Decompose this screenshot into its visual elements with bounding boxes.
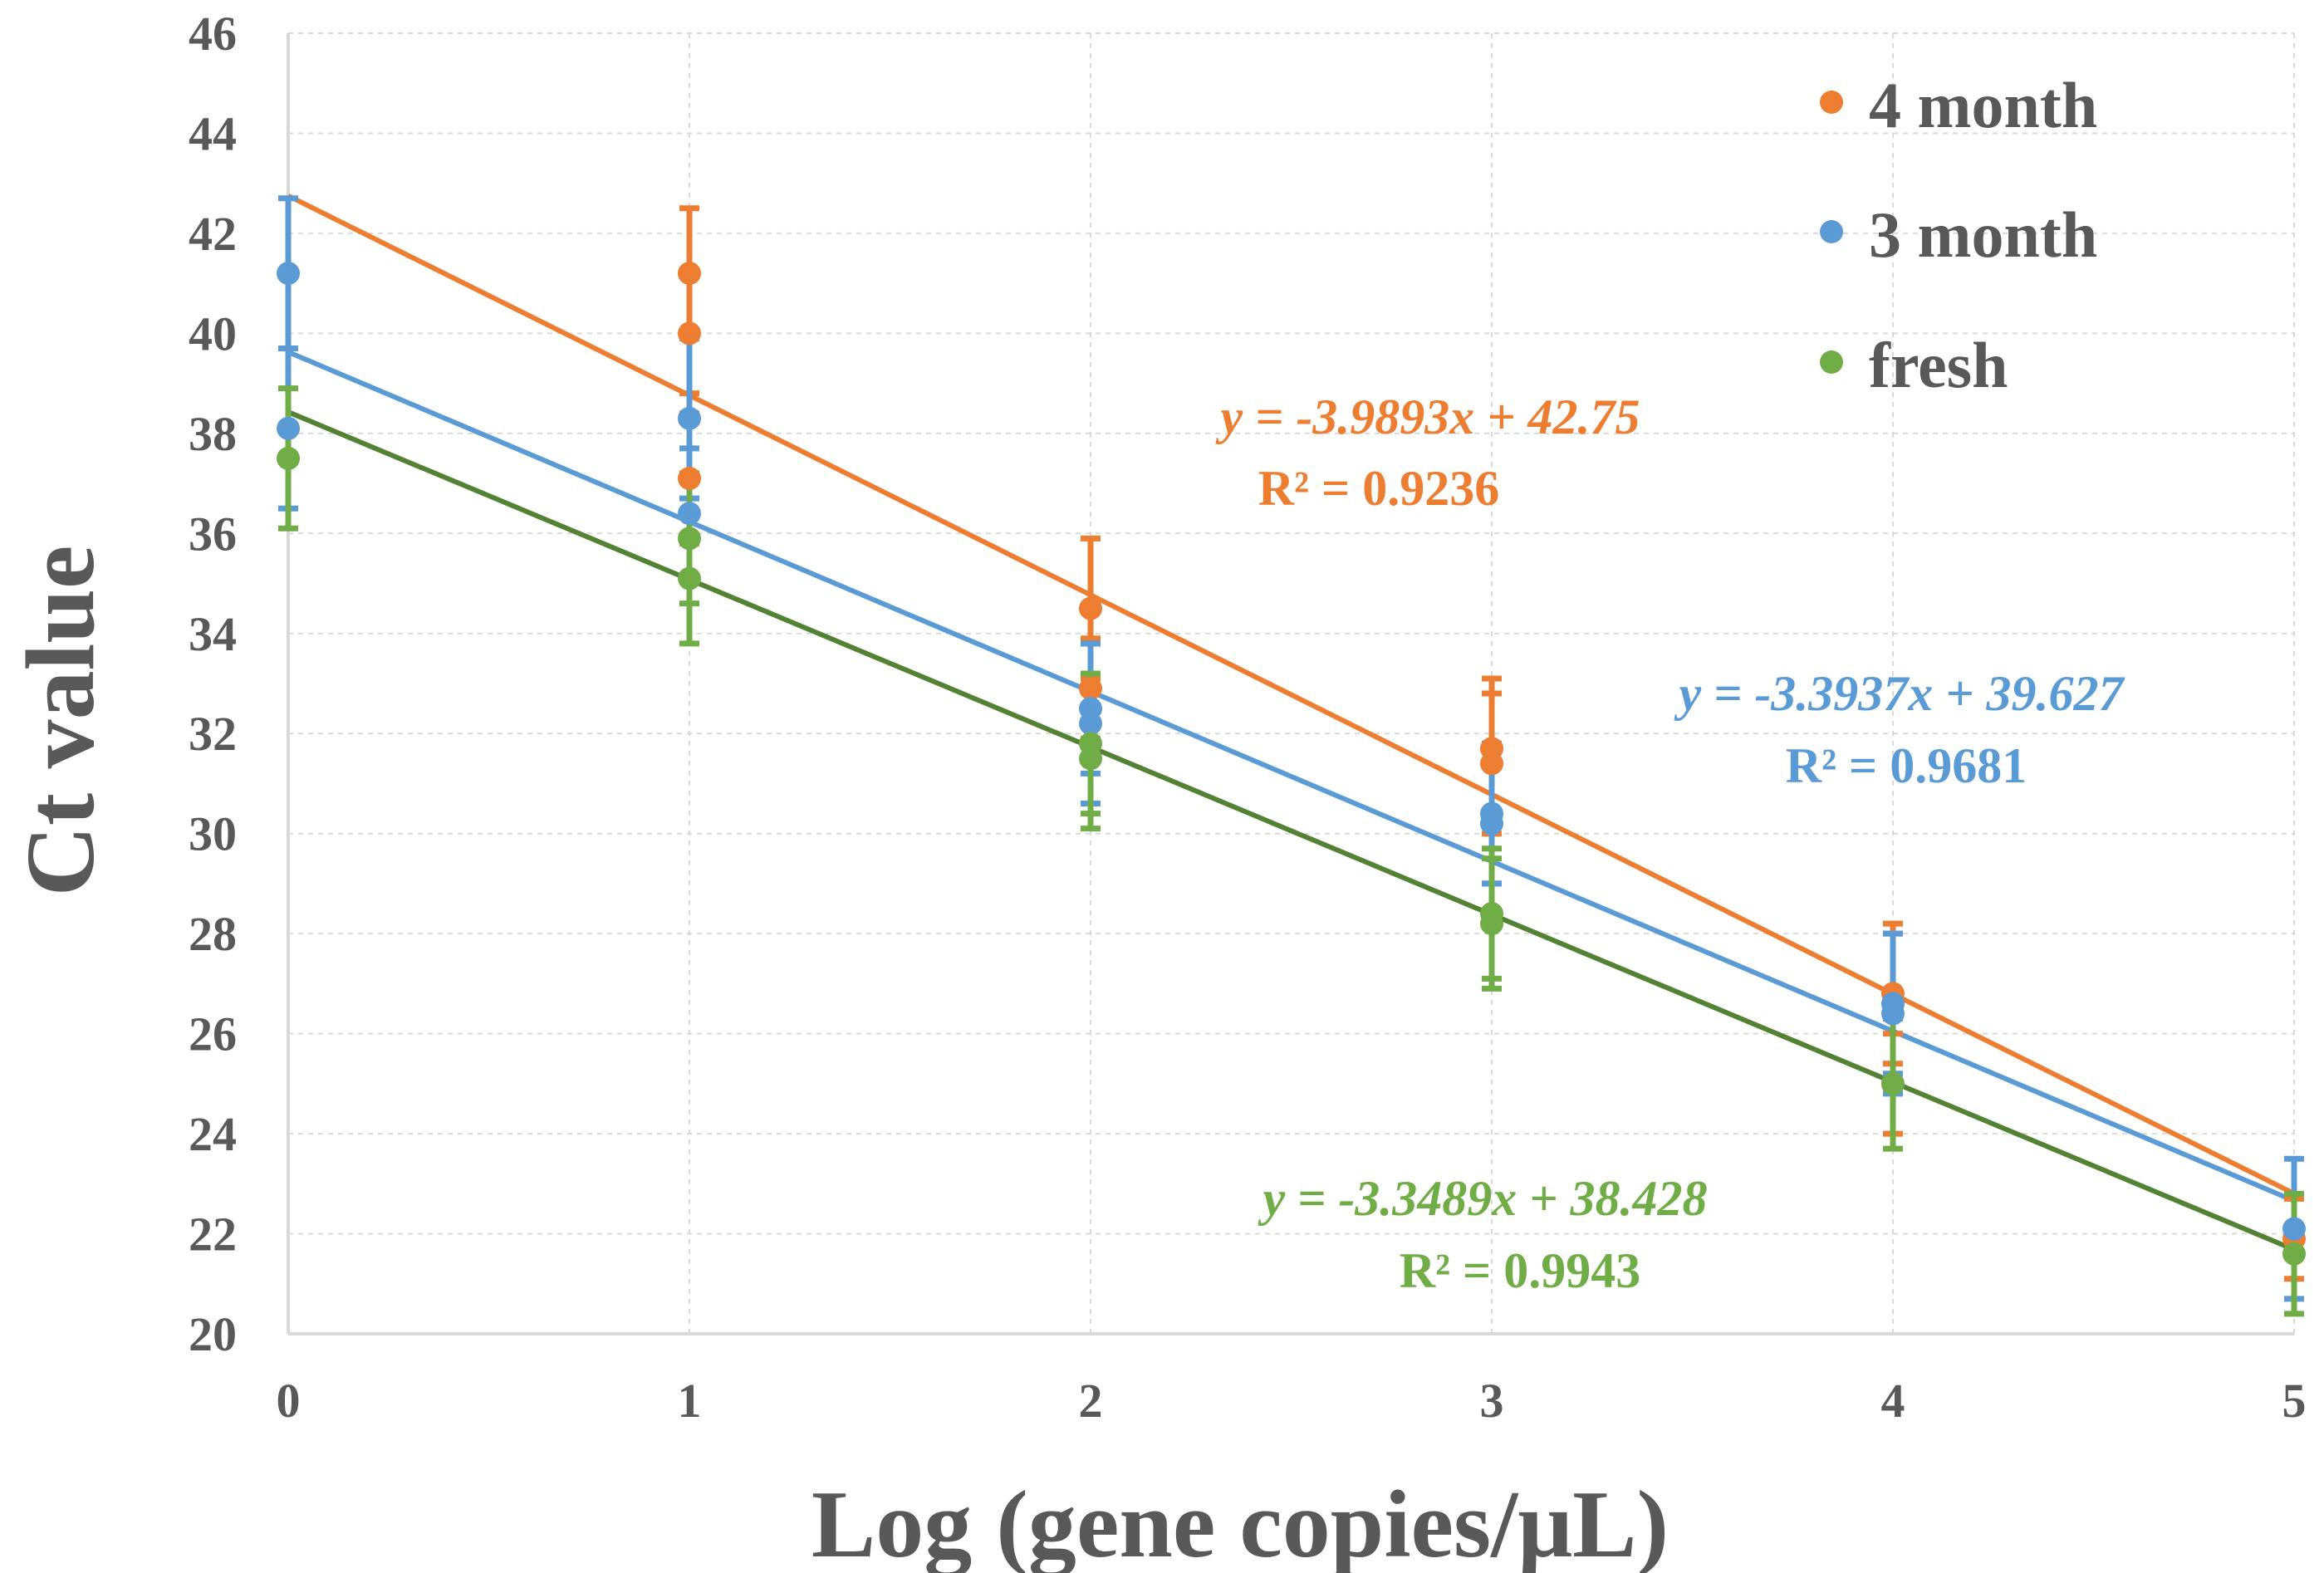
legend-label-3-month: 3 month	[1869, 198, 2097, 271]
data-point-3-month	[1079, 712, 1102, 736]
y-tick-label: 30	[189, 807, 237, 861]
data-point-4-month	[678, 262, 701, 286]
legend-marker-fresh	[1820, 350, 1843, 374]
y-tick-label: 42	[189, 207, 237, 261]
y-tick-label: 24	[189, 1107, 237, 1161]
y-tick-label: 46	[189, 7, 237, 61]
data-point-fresh	[277, 446, 300, 470]
x-tick-label: 0	[277, 1374, 301, 1428]
data-point-3-month	[1881, 1002, 1905, 1026]
legend-marker-4-month	[1820, 91, 1843, 114]
y-tick-label: 36	[189, 507, 237, 561]
x-tick-label: 2	[1079, 1374, 1103, 1428]
legend-label-fresh: fresh	[1869, 329, 2008, 401]
data-point-3-month	[2282, 1217, 2306, 1241]
legend-label-4-month: 4 month	[1869, 69, 2097, 141]
y-tick-label: 38	[189, 407, 237, 461]
data-point-3-month	[678, 406, 701, 430]
label-layer: 4 month 3 month fresh y = -3.9893x + 42.75 R…	[1216, 69, 2125, 1298]
data-point-4-month	[1079, 596, 1102, 620]
x-tick-label: 1	[678, 1374, 702, 1428]
data-point-fresh	[678, 527, 701, 551]
trendline-equation-4-month: y = -3.9893x + 42.75	[1216, 390, 1640, 444]
y-tick-label: 28	[189, 907, 237, 961]
trendline-equation-fresh: y = -3.3489x + 38.428	[1258, 1171, 1708, 1226]
y-tick-label: 22	[189, 1208, 237, 1262]
data-point-3-month	[678, 502, 701, 526]
data-point-3-month	[277, 416, 300, 440]
data-point-4-month	[1079, 677, 1102, 701]
data-point-fresh	[2282, 1242, 2306, 1266]
y-tick-label: 20	[189, 1307, 237, 1361]
data-point-4-month	[678, 321, 701, 345]
y-tick-label: 40	[189, 306, 237, 360]
data-point-fresh	[1079, 747, 1102, 771]
legend-marker-3-month	[1820, 220, 1843, 243]
y-tick-label: 34	[189, 607, 237, 661]
trendline-r2-4-month: R² = 0.9236	[1258, 461, 1500, 516]
data-point-fresh	[1480, 912, 1503, 936]
x-tick-label: 3	[1480, 1374, 1504, 1428]
y-tick-label: 26	[189, 1007, 237, 1061]
data-point-fresh	[1881, 1071, 1905, 1095]
x-tick-label: 5	[2282, 1374, 2307, 1428]
trendline-r2-3-month: R² = 0.9681	[1786, 738, 2027, 793]
data-point-3-month	[1480, 811, 1503, 836]
data-point-layer	[277, 262, 2306, 1266]
trendline-equation-3-month: y = -3.3937x + 39.627	[1674, 666, 2125, 721]
trendline-3-month	[287, 350, 2296, 1203]
y-axis-title: Ct value	[6, 546, 115, 897]
data-point-4-month	[678, 467, 701, 491]
x-axis-title: Log (gene copies/μL)	[811, 1472, 1669, 1573]
y-tick-label: 44	[189, 106, 237, 160]
x-tick-label: 4	[1881, 1374, 1905, 1428]
trendline-4-month	[287, 194, 2296, 1196]
trendline-r2-fresh: R² = 0.9943	[1400, 1243, 1641, 1298]
y-tick-label: 32	[189, 707, 237, 761]
trendline-fresh	[287, 409, 2296, 1252]
data-point-3-month	[277, 262, 300, 286]
data-point-fresh	[678, 566, 701, 590]
data-point-4-month	[1480, 752, 1503, 776]
trendline-layer	[287, 194, 2296, 1252]
